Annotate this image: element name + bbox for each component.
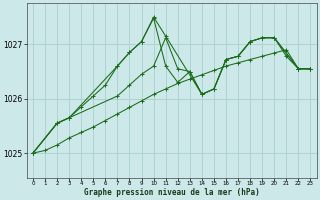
X-axis label: Graphe pression niveau de la mer (hPa): Graphe pression niveau de la mer (hPa) <box>84 188 260 197</box>
